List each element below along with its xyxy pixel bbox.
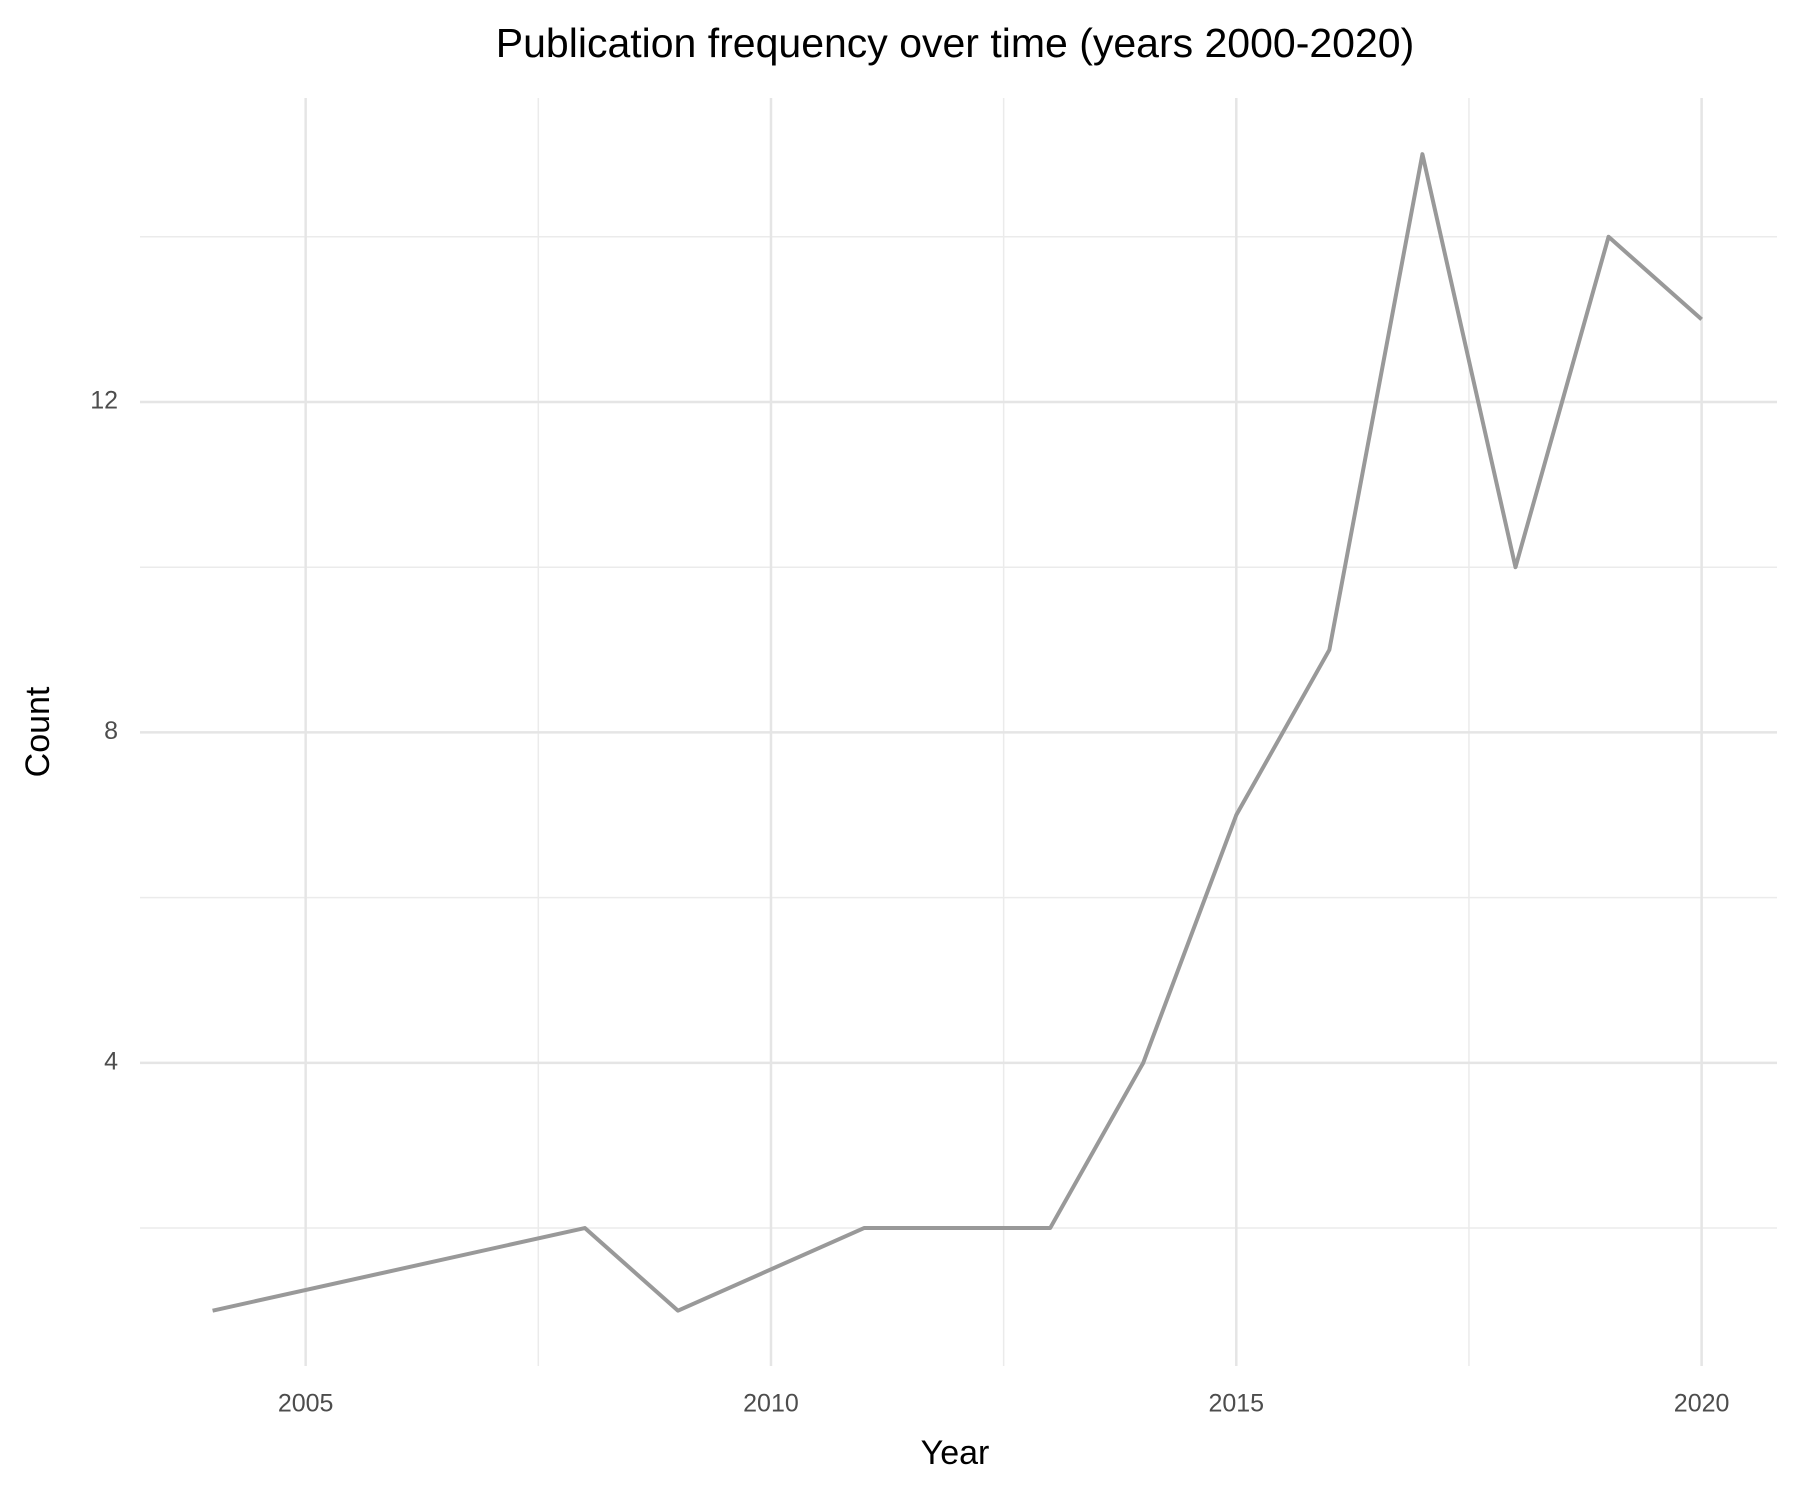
y-axis-label: Count	[19, 686, 57, 777]
x-tick-label: 2005	[278, 1390, 334, 1418]
data-line	[212, 152, 1703, 1313]
y-tick-label: 12	[90, 387, 118, 415]
x-tick-label: 2020	[1674, 1390, 1730, 1418]
x-axis-label: Year	[921, 1434, 990, 1472]
chart-title: Publication frequency over time (years 2…	[496, 20, 1414, 66]
y-tick-label: 4	[104, 1047, 118, 1075]
x-tick-label: 2010	[743, 1390, 799, 1418]
x-tick-label: 2015	[1208, 1390, 1264, 1418]
y-tick-label: 8	[104, 717, 118, 745]
